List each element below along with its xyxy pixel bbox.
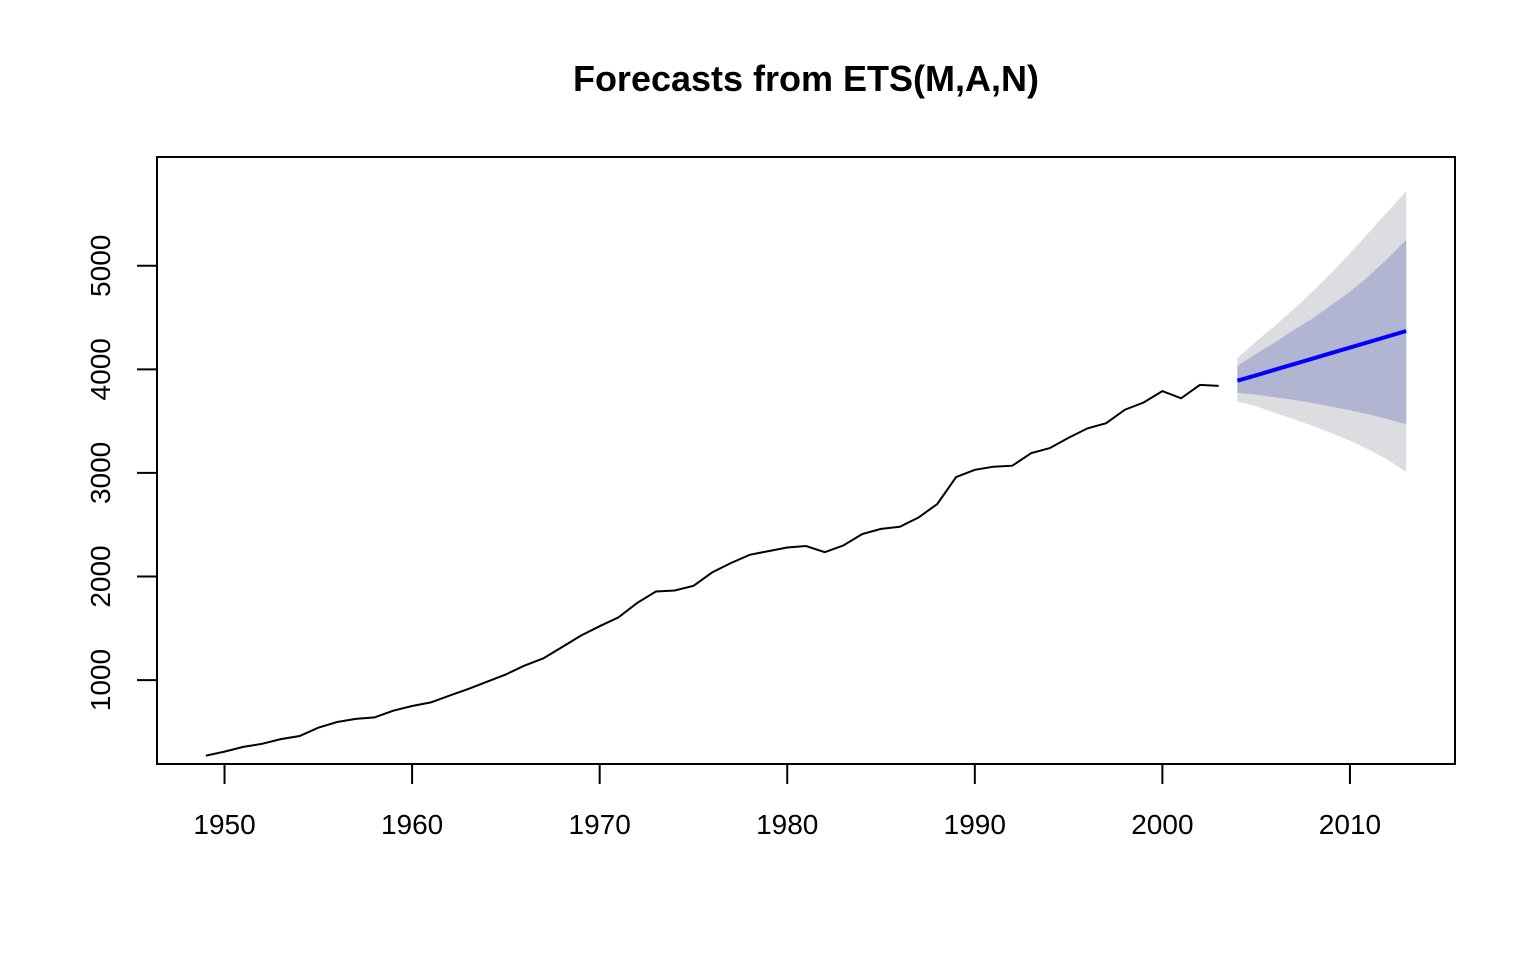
y-tick-label: 5000 bbox=[85, 235, 116, 297]
x-tick-label: 1960 bbox=[381, 809, 443, 840]
y-tick-label: 3000 bbox=[85, 442, 116, 504]
plot-frame bbox=[156, 156, 1456, 765]
y-tick-label: 1000 bbox=[85, 649, 116, 711]
y-tick-label: 2000 bbox=[85, 545, 116, 607]
prediction-intervals bbox=[1237, 191, 1407, 472]
y-axis: 1000 2000 3000 4000 5000 bbox=[85, 235, 158, 711]
forecast-line bbox=[1236, 329, 1407, 383]
x-tick-label: 1990 bbox=[944, 809, 1006, 840]
chart-title: Forecasts from ETS(M,A,N) bbox=[572, 58, 1040, 99]
band-80 bbox=[1237, 239, 1407, 425]
x-tick-label: 1950 bbox=[193, 809, 255, 840]
observed-line bbox=[205, 383, 1219, 757]
y-tick-label: 4000 bbox=[85, 338, 116, 400]
x-axis: 1950 1960 1970 1980 1990 2000 2010 bbox=[193, 763, 1381, 840]
x-tick-label: 2010 bbox=[1319, 809, 1381, 840]
series-lines bbox=[205, 329, 1407, 757]
x-tick-label: 1970 bbox=[569, 809, 631, 840]
x-tick-label: 1980 bbox=[756, 809, 818, 840]
x-tick-label: 2000 bbox=[1131, 809, 1193, 840]
